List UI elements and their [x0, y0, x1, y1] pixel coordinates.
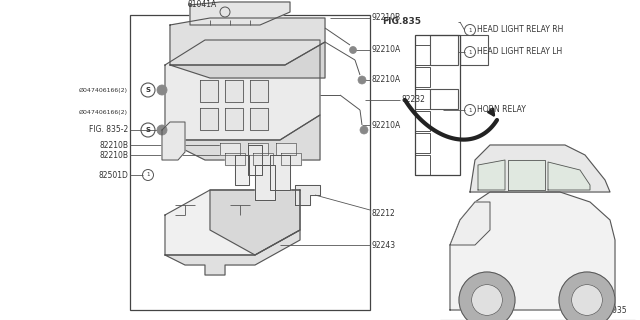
Text: 82210B: 82210B [99, 140, 128, 149]
Bar [130, 15, 370, 310]
Text: HORN RELAY: HORN RELAY [477, 106, 526, 115]
Text: 82501D: 82501D [98, 171, 128, 180]
Circle shape [157, 85, 167, 95]
Polygon shape [200, 80, 218, 102]
Bar [415, 35, 460, 175]
Polygon shape [225, 153, 245, 165]
Text: S: S [145, 127, 150, 133]
Text: 92210A: 92210A [372, 45, 401, 54]
Polygon shape [170, 42, 325, 78]
Text: HEAD LIGHT RELAY RH: HEAD LIGHT RELAY RH [477, 26, 563, 35]
Text: 82212: 82212 [372, 209, 396, 218]
Polygon shape [165, 190, 300, 255]
Bar [460, 35, 488, 65]
Polygon shape [190, 2, 290, 25]
Bar [415, 67, 430, 87]
Text: 81041A: 81041A [188, 0, 217, 9]
Text: 1: 1 [468, 108, 472, 113]
Circle shape [360, 126, 368, 134]
Circle shape [472, 284, 502, 316]
Text: Ø047406166(2): Ø047406166(2) [79, 87, 128, 92]
Circle shape [459, 272, 515, 320]
Circle shape [572, 284, 602, 316]
Polygon shape [200, 108, 218, 130]
Bar [430, 35, 458, 65]
Polygon shape [235, 155, 249, 185]
Circle shape [157, 125, 167, 135]
Polygon shape [270, 155, 290, 190]
Polygon shape [470, 145, 610, 192]
Text: FIG. 835-2: FIG. 835-2 [89, 125, 128, 134]
Text: 1: 1 [468, 28, 472, 33]
Text: 92243: 92243 [372, 241, 396, 250]
Polygon shape [250, 108, 268, 130]
Bar [415, 89, 430, 109]
Polygon shape [162, 122, 185, 160]
Circle shape [358, 76, 366, 84]
Text: 1: 1 [468, 50, 472, 54]
Text: HEAD LIGHT RELAY LH: HEAD LIGHT RELAY LH [477, 47, 563, 57]
Polygon shape [508, 160, 545, 190]
Text: 92210B: 92210B [372, 13, 401, 22]
Polygon shape [450, 192, 615, 310]
Polygon shape [225, 80, 243, 102]
Polygon shape [248, 145, 262, 175]
Polygon shape [248, 143, 268, 155]
Text: A822001035: A822001035 [579, 306, 628, 315]
Polygon shape [210, 190, 300, 255]
Bar [430, 89, 458, 109]
Bar [415, 133, 430, 153]
Polygon shape [548, 162, 590, 190]
Polygon shape [253, 153, 273, 165]
Text: 82210A: 82210A [372, 76, 401, 84]
Bar [415, 45, 430, 65]
Polygon shape [276, 143, 296, 155]
Polygon shape [165, 40, 320, 140]
Text: Ø047406166(2): Ø047406166(2) [79, 109, 128, 115]
Polygon shape [220, 143, 240, 155]
Polygon shape [170, 18, 325, 65]
Polygon shape [165, 230, 300, 275]
Bar [415, 111, 430, 131]
Text: 1: 1 [147, 172, 150, 178]
Text: 82210B: 82210B [99, 150, 128, 159]
Polygon shape [250, 80, 268, 102]
Polygon shape [165, 115, 320, 160]
Polygon shape [295, 185, 320, 205]
Text: FIG.835: FIG.835 [382, 18, 421, 27]
Circle shape [559, 272, 615, 320]
Circle shape [349, 46, 356, 53]
Bar [415, 155, 430, 175]
Polygon shape [450, 202, 490, 245]
Polygon shape [255, 165, 275, 200]
Text: 92210A: 92210A [372, 121, 401, 130]
Polygon shape [225, 108, 243, 130]
Text: 82232: 82232 [402, 95, 426, 105]
Polygon shape [281, 153, 301, 165]
Polygon shape [478, 160, 505, 190]
Text: S: S [145, 87, 150, 93]
